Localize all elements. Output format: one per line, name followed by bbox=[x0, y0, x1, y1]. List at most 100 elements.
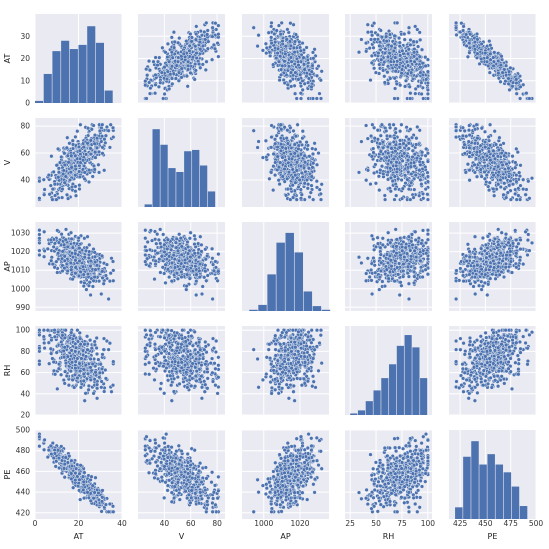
scatter-point bbox=[378, 149, 383, 154]
scatter-point bbox=[70, 138, 75, 143]
scatter-point bbox=[288, 186, 293, 192]
scatter-point bbox=[251, 25, 256, 30]
scatter-point bbox=[286, 170, 292, 175]
scatter-point bbox=[288, 70, 294, 75]
scatter-point bbox=[367, 45, 372, 51]
scatter-point bbox=[377, 141, 382, 146]
scatter-point bbox=[484, 59, 490, 64]
scatter-point bbox=[56, 170, 61, 175]
scatter-point bbox=[372, 170, 377, 176]
scatter-point bbox=[491, 63, 496, 68]
scatter-point bbox=[488, 158, 493, 163]
scatter-point bbox=[163, 50, 168, 55]
histogram-bar bbox=[61, 40, 70, 103]
scatter-point bbox=[171, 71, 176, 76]
scatter-point bbox=[88, 292, 93, 298]
scatter-point bbox=[282, 179, 287, 184]
scatter-point bbox=[425, 96, 430, 101]
scatter-point bbox=[49, 255, 54, 260]
scatter-point bbox=[42, 187, 47, 192]
scatter-point bbox=[418, 37, 423, 42]
scatter-point bbox=[464, 32, 469, 37]
scatter-point bbox=[498, 62, 503, 68]
scatter-point bbox=[488, 51, 493, 56]
scatter-point bbox=[388, 125, 393, 130]
scatter-point bbox=[285, 27, 290, 32]
scatter-point bbox=[314, 96, 319, 101]
scatter-point bbox=[411, 39, 416, 44]
scatter-point bbox=[162, 271, 167, 276]
scatter-point bbox=[266, 30, 271, 35]
scatter-point bbox=[514, 77, 519, 82]
scatter-point bbox=[296, 59, 301, 64]
scatter-point bbox=[475, 136, 480, 141]
scatter-point bbox=[216, 54, 221, 59]
scatter-point bbox=[418, 162, 423, 167]
scatter-point bbox=[378, 168, 383, 173]
scatter-point bbox=[496, 164, 501, 169]
scatter-point bbox=[144, 96, 149, 101]
scatter-point bbox=[78, 122, 83, 127]
scatter-point bbox=[406, 187, 411, 192]
scatter-point bbox=[88, 258, 93, 264]
scatter-point bbox=[409, 135, 415, 140]
scatter-point bbox=[379, 122, 384, 127]
scatter-point bbox=[421, 196, 426, 201]
scatter-point bbox=[92, 250, 97, 255]
scatter-point bbox=[64, 192, 70, 197]
scatter-point bbox=[176, 40, 181, 45]
scatter-point bbox=[392, 174, 397, 179]
scatter-point bbox=[420, 173, 425, 178]
scatter-point bbox=[391, 156, 396, 161]
scatter-point bbox=[153, 72, 158, 77]
scatter-point bbox=[59, 232, 64, 237]
scatter-point bbox=[318, 96, 324, 101]
scatter-point bbox=[391, 122, 396, 127]
scatter-point bbox=[496, 170, 501, 175]
scatter-point bbox=[162, 91, 167, 97]
scatter-point bbox=[91, 123, 96, 128]
scatter-point bbox=[506, 166, 511, 171]
scatter-point bbox=[393, 186, 398, 192]
scatter-point bbox=[306, 166, 311, 171]
scatter-point bbox=[454, 135, 459, 140]
scatter-point bbox=[100, 275, 105, 280]
scatter-point bbox=[405, 177, 410, 182]
histogram-bar bbox=[52, 51, 61, 103]
scatter-point bbox=[379, 35, 384, 40]
scatter-point bbox=[479, 126, 484, 131]
scatter-point bbox=[376, 174, 381, 179]
scatter-point bbox=[414, 136, 419, 141]
scatter-point bbox=[392, 96, 397, 101]
scatter-point bbox=[312, 47, 317, 52]
scatter-point bbox=[382, 74, 387, 79]
scatter-point bbox=[412, 187, 417, 192]
scatter-point bbox=[298, 48, 303, 53]
scatter-point bbox=[78, 269, 83, 274]
scatter-point bbox=[198, 47, 203, 52]
scatter-point bbox=[465, 54, 470, 59]
scatter-point bbox=[389, 44, 394, 49]
scatter-point bbox=[292, 142, 297, 147]
scatter-point bbox=[383, 197, 388, 202]
scatter-point bbox=[487, 38, 492, 44]
scatter-point bbox=[147, 68, 152, 73]
scatter-point bbox=[167, 59, 172, 64]
scatter-point bbox=[365, 30, 371, 35]
scatter-point bbox=[472, 141, 478, 146]
histogram-bar bbox=[43, 73, 52, 103]
scatter-point bbox=[409, 171, 414, 177]
scatter-point bbox=[365, 22, 370, 27]
scatter-point bbox=[157, 55, 162, 60]
scatter-point bbox=[397, 145, 402, 150]
scatter-point bbox=[99, 134, 105, 139]
scatter-point bbox=[369, 133, 374, 139]
scatter-point bbox=[86, 179, 92, 185]
scatter-point bbox=[514, 197, 519, 202]
scatter-point bbox=[148, 85, 153, 91]
scatter-point bbox=[88, 138, 93, 143]
scatter-point bbox=[110, 259, 116, 264]
scatter-point bbox=[425, 69, 430, 74]
scatter-point bbox=[42, 192, 47, 197]
scatter-point bbox=[89, 127, 94, 132]
